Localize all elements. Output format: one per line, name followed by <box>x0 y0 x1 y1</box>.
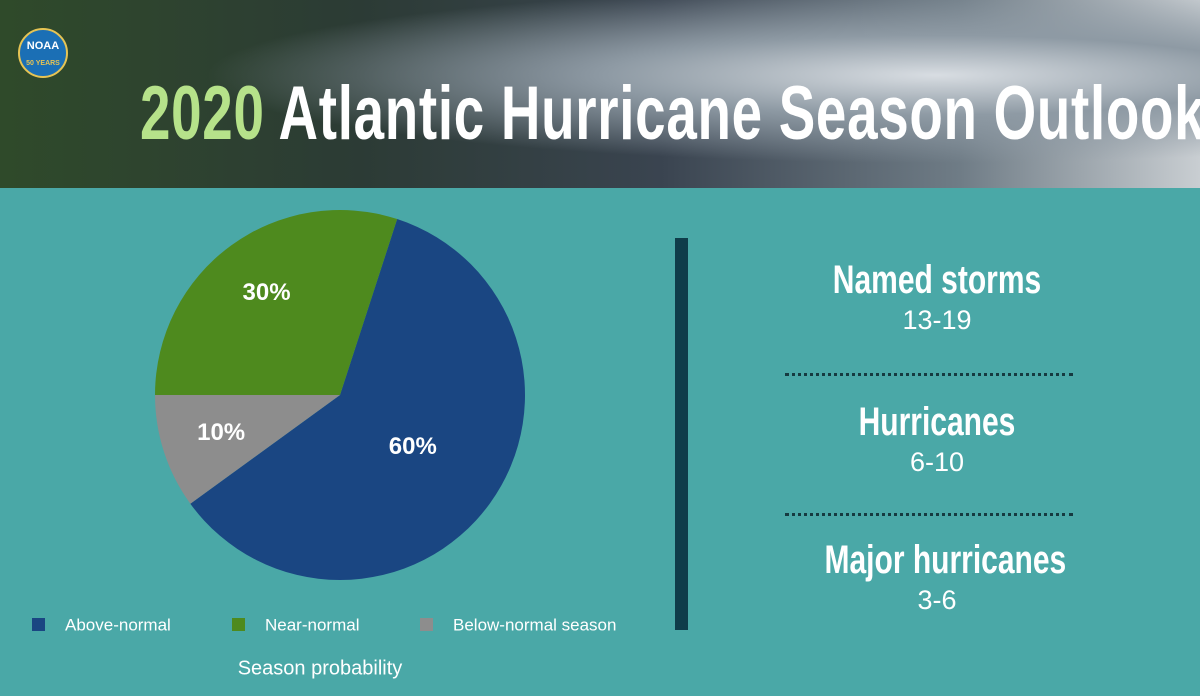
separator <box>785 373 1073 376</box>
stat: Major hurricanes 3-6 <box>787 538 1087 616</box>
value-label: 60% <box>389 433 437 460</box>
logo: NOAA 50 YEARS <box>18 28 68 78</box>
pie-slice <box>155 209 398 395</box>
pie-slice <box>155 395 340 504</box>
legend-swatch <box>420 618 433 631</box>
chart: 60% 30% 10% Above-normal Near-normal Below-no… <box>32 209 616 679</box>
stat-range: 13-19 <box>902 305 972 335</box>
stat-range: 3-6 <box>917 585 957 615</box>
value-label: 10% <box>197 419 245 446</box>
stat: Hurricanes 6-10 <box>787 400 1087 478</box>
title-text: Atlantic Hurricane Season Outlook <box>278 71 1200 156</box>
value-label: 30% <box>243 279 291 306</box>
legend-label: Near-normal <box>265 615 359 634</box>
logo-subtext: 50 YEARS <box>26 60 60 67</box>
header: NOAA 50 YEARS 2020 Atlantic Hurricane Se… <box>0 0 1200 188</box>
stat-label: Hurricanes <box>858 400 1016 444</box>
stat-range: 6-10 <box>909 447 965 477</box>
legend-swatch <box>32 618 45 631</box>
pie-slice <box>190 219 526 580</box>
legend-swatch <box>232 618 245 631</box>
legend-label: Below-normal season <box>453 615 616 634</box>
title: 2020 Atlantic Hurricane Season Outlook <box>140 70 1200 157</box>
divider <box>675 238 688 630</box>
separator <box>785 513 1073 516</box>
stat: Named storms 13-19 <box>787 258 1087 336</box>
stat-label: Named storms <box>832 258 1042 302</box>
logo-text: NOAA <box>26 40 60 52</box>
title-year: 2020 <box>140 71 265 156</box>
legend-label: Above-normal <box>65 615 171 634</box>
stat-label: Major hurricanes <box>824 538 1067 582</box>
x-axis-label: Season probability <box>238 657 403 679</box>
